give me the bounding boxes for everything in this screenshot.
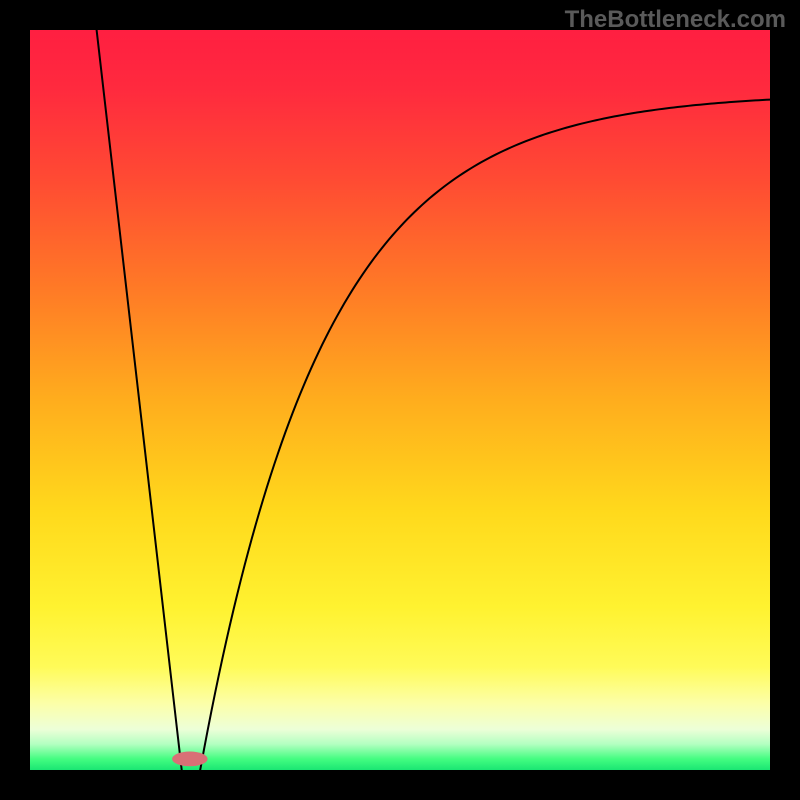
minimum-marker: [172, 752, 208, 767]
bottleneck-chart: [0, 0, 800, 800]
plot-background: [30, 30, 770, 770]
chart-container: TheBottleneck.com: [0, 0, 800, 800]
watermark-text: TheBottleneck.com: [565, 6, 786, 34]
